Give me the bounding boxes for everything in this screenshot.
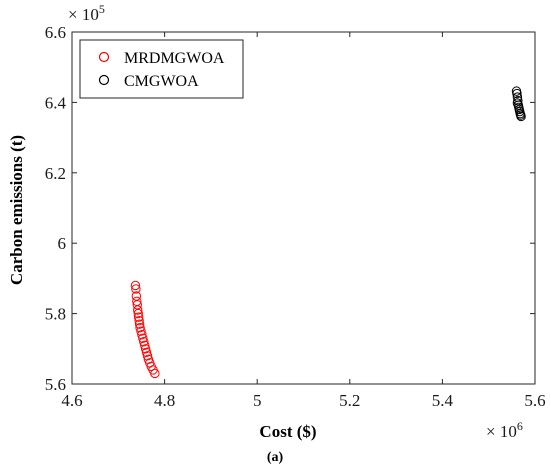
y-axis-title: Carbon emissions (t) — [7, 135, 26, 285]
y-tick-label: 6.6 — [45, 23, 66, 42]
legend-marker-mrdmgwoa — [98, 51, 110, 63]
data-point-mrdmgwoa — [137, 330, 147, 340]
data-point-mrdmgwoa — [138, 333, 148, 343]
data-point-mrdmgwoa — [133, 308, 143, 319]
data-point-mrdmgwoa — [130, 280, 141, 291]
x-tick-label: 5.4 — [432, 391, 454, 410]
data-point-mrdmgwoa — [134, 315, 144, 326]
data-point-mrdmgwoa — [150, 368, 160, 379]
data-point-mrdmgwoa — [131, 284, 141, 294]
x-axis-title: Cost ($) — [259, 422, 316, 441]
y-tick-label: 5.8 — [45, 305, 66, 324]
y-tick-label: 6.2 — [45, 164, 66, 183]
x-tick-label: 5.6 — [524, 391, 545, 410]
legend-label-mrdmgwoa: MRDMGWOA — [124, 50, 225, 67]
figure-caption: (a) — [267, 450, 284, 465]
legend-box — [79, 39, 244, 99]
data-point-cmgwoa — [516, 111, 526, 122]
data-point-mrdmgwoa — [142, 351, 153, 361]
axes-box — [71, 31, 536, 385]
x-tick-label: 5.2 — [339, 391, 360, 410]
y-tick-label: 6.4 — [45, 93, 67, 112]
data-point-mrdmgwoa — [139, 337, 149, 347]
legend-marker-cmgwoa — [98, 74, 110, 86]
data-point-mrdmgwoa — [133, 305, 143, 315]
data-point-mrdmgwoa — [135, 322, 145, 333]
data-point-cmgwoa — [512, 88, 522, 99]
x-tick-label: 4.6 — [61, 391, 82, 410]
plot-area: 4.6 4.8 5 5.2 5.4 5.6 5.6 5.8 6 6.2 6.4 6.6 MRDMGWOA… — [45, 23, 546, 410]
data-point-mrdmgwoa — [133, 312, 144, 322]
data-point-mrdmgwoa — [139, 340, 150, 350]
legend-label-cmgwoa: CMGWOA — [124, 73, 199, 90]
x-tick-label: 5 — [253, 391, 262, 410]
data-point-mrdmgwoa — [140, 344, 151, 354]
data-point-mrdmgwoa — [141, 347, 152, 358]
data-point-mrdmgwoa — [136, 326, 146, 336]
y-tick-label: 5.6 — [45, 375, 66, 394]
y-axis-exponent-label: × 105 — [68, 2, 105, 24]
data-point-mrdmgwoa — [134, 319, 145, 329]
y-tick-label: 6 — [58, 234, 67, 253]
x-tick-label: 4.8 — [154, 391, 175, 410]
x-axis-exponent-label: × 106 — [486, 419, 523, 441]
